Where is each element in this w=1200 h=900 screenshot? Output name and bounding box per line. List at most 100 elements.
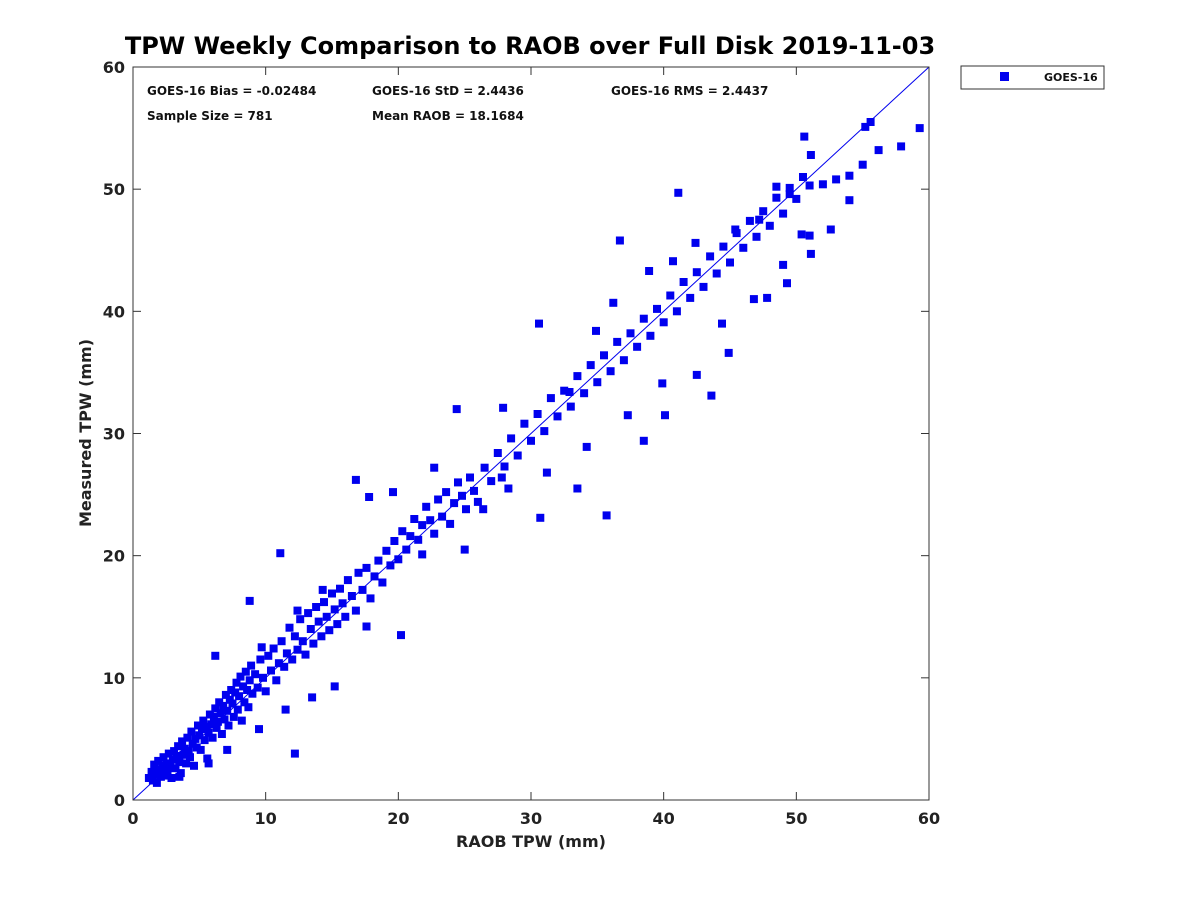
data-point bbox=[573, 372, 582, 381]
data-point bbox=[296, 615, 305, 624]
data-point bbox=[450, 499, 459, 508]
data-point bbox=[358, 585, 367, 594]
data-point bbox=[602, 511, 611, 520]
data-point bbox=[542, 468, 551, 477]
stat-mean-raob: Mean RAOB = 18.1684 bbox=[372, 109, 524, 123]
data-point bbox=[540, 427, 549, 436]
data-point bbox=[208, 733, 217, 742]
data-point bbox=[446, 519, 455, 528]
data-point bbox=[190, 761, 198, 770]
data-point bbox=[202, 722, 210, 731]
data-point bbox=[186, 753, 194, 762]
data-point bbox=[204, 728, 213, 737]
data-point bbox=[362, 563, 371, 572]
data-point bbox=[224, 721, 233, 730]
data-point bbox=[646, 331, 655, 340]
data-point bbox=[466, 473, 474, 482]
data-point bbox=[290, 749, 299, 758]
data-point bbox=[308, 693, 317, 702]
data-point bbox=[159, 753, 168, 762]
x-tick-label: 60 bbox=[918, 809, 940, 828]
data-point bbox=[772, 182, 781, 191]
data-point bbox=[264, 651, 273, 660]
data-point bbox=[285, 623, 294, 632]
data-point bbox=[183, 733, 192, 742]
data-point bbox=[772, 193, 781, 202]
data-point bbox=[170, 747, 179, 756]
data-point bbox=[818, 180, 827, 189]
data-point bbox=[535, 319, 543, 328]
data-point bbox=[366, 594, 375, 603]
data-point bbox=[196, 745, 205, 754]
data-point bbox=[397, 631, 405, 640]
data-point bbox=[513, 451, 522, 460]
data-point bbox=[241, 667, 250, 676]
data-point bbox=[915, 124, 924, 133]
data-point bbox=[606, 367, 615, 376]
data-point bbox=[354, 568, 363, 577]
data-point bbox=[203, 754, 212, 763]
data-point bbox=[783, 279, 791, 288]
data-point bbox=[566, 402, 575, 411]
data-point bbox=[414, 535, 423, 544]
data-point bbox=[261, 687, 270, 696]
stat-sample-size: Sample Size = 781 bbox=[147, 109, 273, 123]
data-point bbox=[699, 282, 708, 291]
data-point bbox=[257, 643, 266, 652]
stat-bias: GOES-16 Bias = -0.02484 bbox=[147, 84, 316, 98]
data-point bbox=[679, 278, 688, 286]
data-point bbox=[304, 609, 313, 618]
y-tick-label: 30 bbox=[103, 425, 125, 444]
data-point bbox=[438, 512, 447, 521]
data-point bbox=[752, 232, 761, 241]
data-point bbox=[462, 505, 470, 514]
data-point bbox=[187, 727, 196, 736]
data-point bbox=[171, 764, 180, 773]
data-point bbox=[410, 515, 419, 523]
data-point bbox=[229, 712, 238, 721]
data-point bbox=[280, 662, 289, 671]
data-point bbox=[609, 298, 618, 307]
chart-title: TPW Weekly Comparison to RAOB over Full … bbox=[125, 32, 935, 60]
stat-std: GOES-16 StD = 2.4436 bbox=[372, 84, 524, 98]
data-point bbox=[739, 243, 748, 252]
data-point bbox=[487, 477, 496, 486]
data-point bbox=[172, 752, 181, 760]
data-point bbox=[499, 403, 508, 412]
data-point bbox=[182, 759, 191, 768]
data-point bbox=[480, 463, 489, 472]
y-tick-label: 40 bbox=[103, 302, 125, 321]
data-point bbox=[672, 307, 681, 316]
data-point bbox=[276, 549, 285, 558]
data-point bbox=[546, 394, 555, 403]
data-point bbox=[479, 505, 488, 514]
data-point bbox=[845, 196, 854, 205]
data-point bbox=[365, 493, 374, 501]
data-point bbox=[235, 692, 244, 701]
data-point bbox=[223, 706, 232, 715]
data-point bbox=[167, 774, 176, 782]
data-point bbox=[402, 545, 411, 554]
data-point bbox=[207, 720, 216, 729]
data-point bbox=[175, 758, 184, 767]
y-tick-label: 50 bbox=[103, 180, 125, 199]
data-point bbox=[749, 295, 758, 304]
data-point bbox=[247, 661, 256, 670]
data-point bbox=[195, 731, 204, 740]
data-point bbox=[600, 351, 608, 360]
data-point bbox=[390, 537, 399, 545]
data-point bbox=[497, 473, 506, 482]
data-point bbox=[151, 770, 160, 779]
legend: GOES-16 bbox=[960, 65, 1105, 90]
data-point bbox=[184, 747, 193, 756]
data-point bbox=[272, 676, 281, 685]
data-point bbox=[458, 491, 466, 500]
data-point bbox=[434, 495, 443, 504]
legend-entry-goes-16: GOES-16 bbox=[1044, 71, 1098, 84]
data-point bbox=[418, 550, 427, 559]
data-point bbox=[626, 329, 635, 338]
data-point bbox=[706, 252, 715, 261]
data-point bbox=[200, 736, 209, 745]
data-point bbox=[293, 606, 302, 615]
